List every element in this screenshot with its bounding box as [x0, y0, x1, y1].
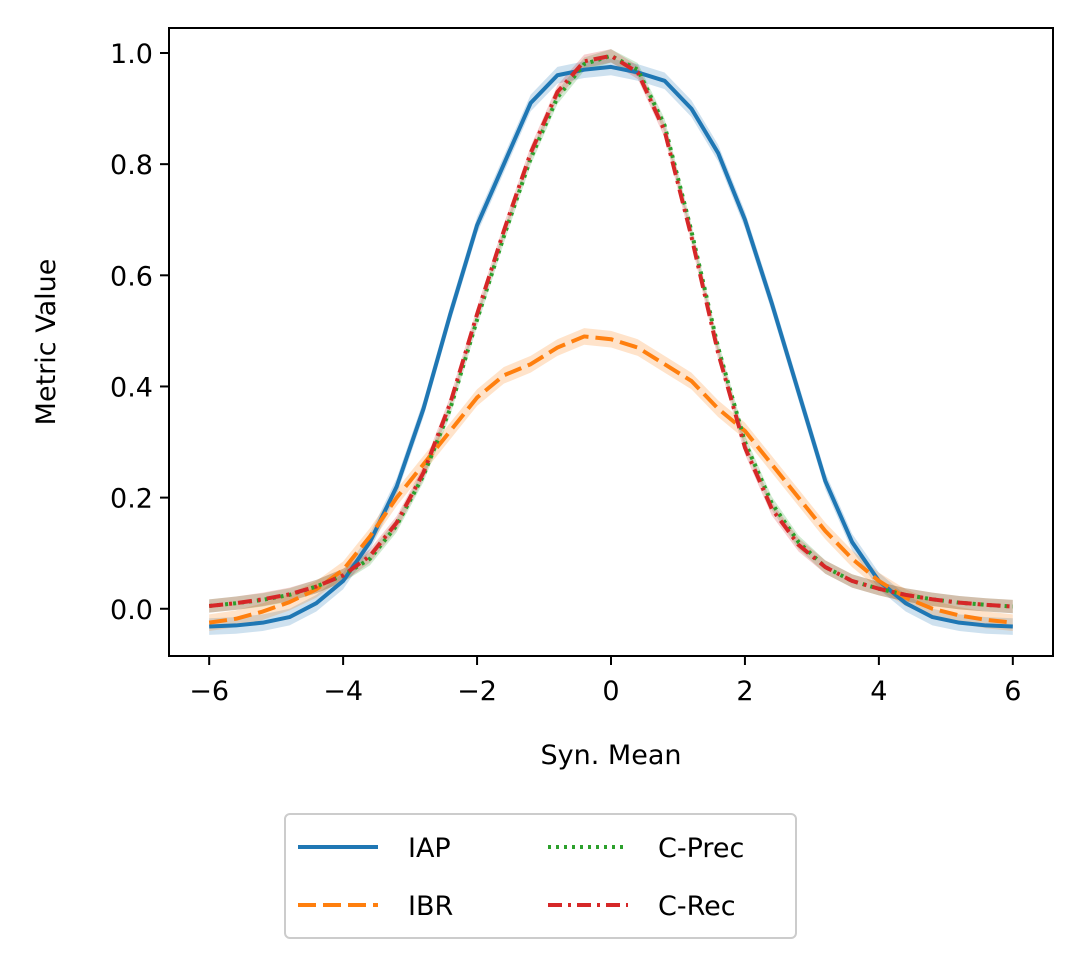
- x-tick-label: −4: [323, 676, 363, 707]
- y-axis-ticks: 0.0 0.2 0.4 0.6 0.8 1.0: [110, 39, 169, 626]
- y-axis-label: Metric Value: [31, 259, 62, 426]
- legend-label-c-rec: C-Rec: [658, 891, 736, 922]
- series-lines: [208, 53, 1014, 629]
- y-tick-label: 1.0: [110, 39, 153, 70]
- y-tick-label: 0.4: [110, 372, 153, 403]
- series-line-c-rec: [208, 53, 1013, 609]
- x-axis-ticks: −6 −4 −2 0 2 4 6: [189, 656, 1021, 707]
- legend: IAP IBR C-Prec C-Rec: [284, 813, 797, 939]
- x-tick-label: 0: [602, 676, 619, 707]
- x-tick-label: 4: [870, 676, 887, 707]
- x-tick-label: 2: [736, 676, 753, 707]
- y-tick-label: 0.2: [110, 484, 153, 515]
- x-tick-label: −6: [189, 676, 229, 707]
- series-line-ibr: [208, 334, 1014, 625]
- legend-label-iap: IAP: [408, 833, 451, 864]
- x-tick-label: 6: [1004, 676, 1021, 707]
- x-tick-label: −2: [457, 676, 497, 707]
- y-tick-label: 0.0: [110, 595, 153, 626]
- y-tick-label: 0.8: [110, 150, 153, 181]
- legend-box: [284, 813, 797, 939]
- y-tick-label: 0.6: [110, 261, 153, 292]
- legend-label-c-prec: C-Prec: [658, 833, 744, 864]
- legend-label-ibr: IBR: [408, 891, 453, 922]
- x-axis-label: Syn. Mean: [541, 740, 682, 771]
